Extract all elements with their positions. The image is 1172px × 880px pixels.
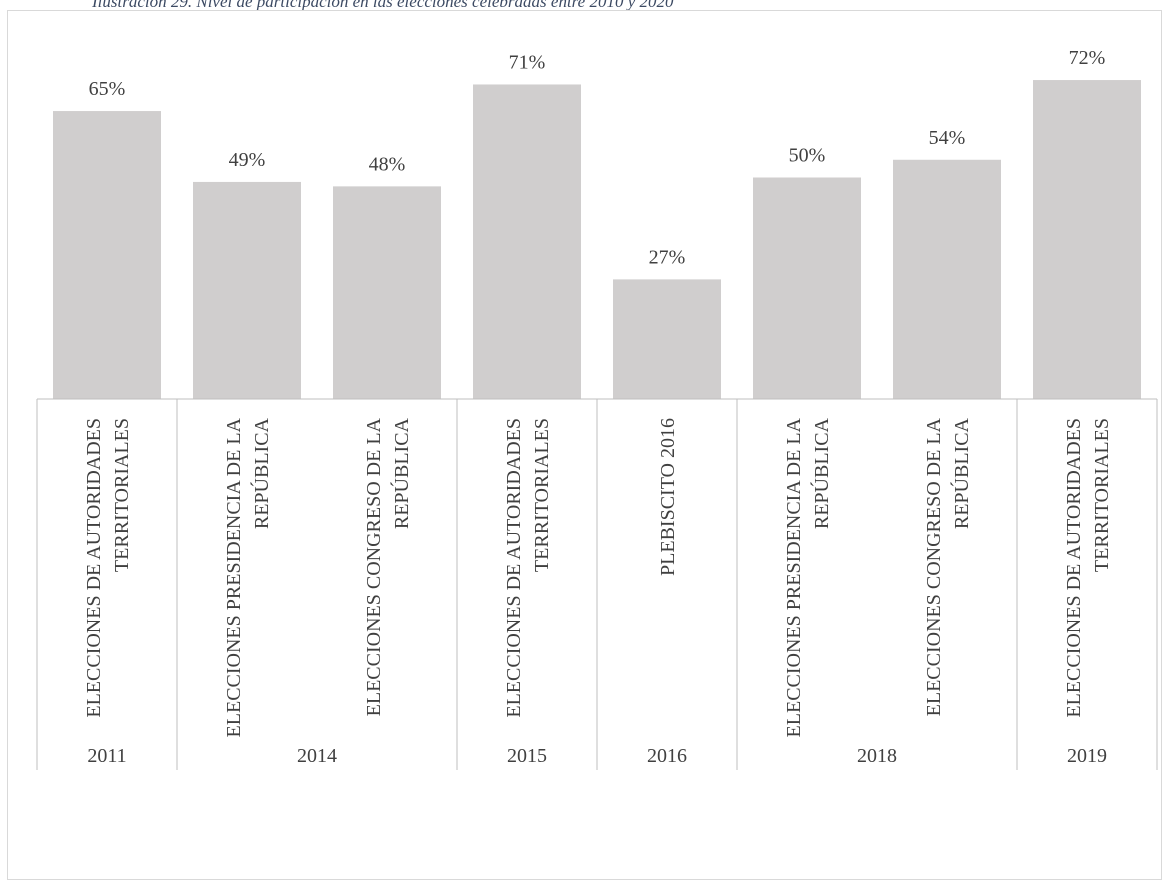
bar — [613, 279, 721, 399]
data-label: 50% — [789, 145, 826, 167]
year-label: 2011 — [87, 745, 126, 767]
bar — [893, 159, 1001, 399]
category-label: REPÚBLICA — [389, 417, 413, 529]
category-label: TERRITORIALES — [531, 418, 553, 572]
category-label: ELECCIONES CONGRESO DE LA — [923, 417, 945, 716]
category-label: TERRITORIALES — [1091, 418, 1113, 572]
category-label: ELECCIONES DE AUTORIDADES — [503, 418, 525, 718]
year-label: 2019 — [1067, 745, 1107, 767]
data-label: 65% — [89, 78, 126, 100]
category-label: REPÚBLICA — [249, 417, 273, 529]
year-label: 2016 — [647, 745, 687, 767]
category-label: ELECCIONES PRESIDENCIA DE LA — [783, 417, 805, 737]
category-label: ELECCIONES PRESIDENCIA DE LA — [223, 417, 245, 737]
data-label: 48% — [369, 153, 406, 175]
bar — [53, 111, 161, 400]
bar — [193, 181, 301, 399]
data-label: 27% — [649, 246, 686, 268]
bar — [1033, 80, 1141, 399]
category-label: ELECCIONES DE AUTORIDADES — [1063, 418, 1085, 718]
bar — [333, 186, 441, 399]
category-label: ELECCIONES DE AUTORIDADES — [83, 418, 105, 718]
category-label: REPÚBLICA — [809, 417, 833, 529]
category-label: TERRITORIALES — [111, 418, 133, 572]
figure-caption: Ilustración 29. Nivel de participación e… — [92, 0, 674, 11]
category-label: REPÚBLICA — [949, 417, 973, 529]
category-label: PLEBISCITO 2016 — [657, 418, 679, 576]
data-label: 71% — [509, 51, 546, 73]
year-label: 2014 — [297, 745, 337, 767]
bar — [473, 84, 581, 399]
data-label: 49% — [229, 149, 266, 171]
data-label: 54% — [929, 127, 966, 149]
category-label: ELECCIONES CONGRESO DE LA — [363, 417, 385, 716]
year-label: 2018 — [857, 745, 897, 767]
bar — [753, 177, 861, 399]
data-label: 72% — [1069, 47, 1106, 69]
year-label: 2015 — [507, 745, 547, 767]
